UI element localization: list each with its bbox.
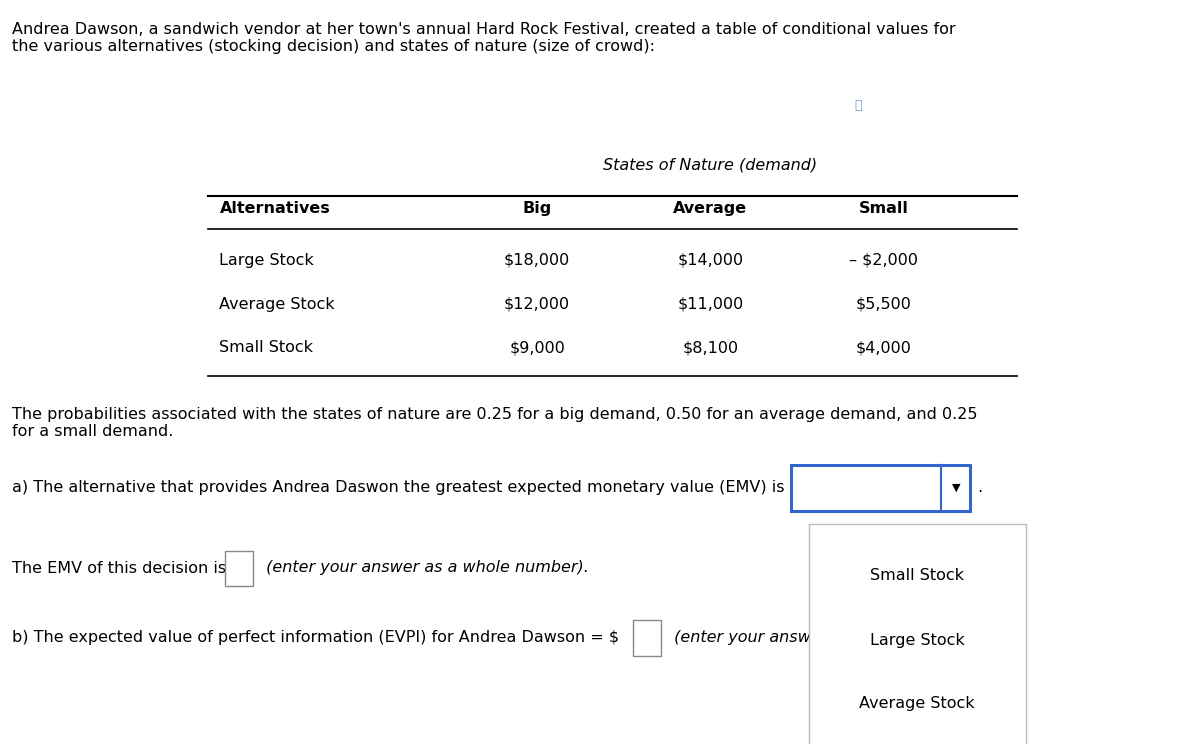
Text: $8,100: $8,100: [683, 341, 738, 356]
Text: Big: Big: [522, 202, 552, 217]
Text: Andrea Dawson, a sandwich vendor at her town's annual Hard Rock Festival, create: Andrea Dawson, a sandwich vendor at her …: [12, 22, 955, 54]
Text: Average Stock: Average Stock: [220, 297, 335, 312]
FancyBboxPatch shape: [634, 620, 661, 655]
Text: States of Nature (demand): States of Nature (demand): [604, 157, 817, 172]
Text: $9,000: $9,000: [509, 341, 565, 356]
Text: .: .: [977, 480, 983, 495]
Text: The EMV of this decision is $: The EMV of this decision is $: [12, 560, 241, 575]
Text: – $2,000: – $2,000: [850, 252, 918, 268]
Text: Average Stock: Average Stock: [859, 696, 976, 711]
FancyBboxPatch shape: [809, 524, 1026, 744]
Text: Small Stock: Small Stock: [220, 341, 313, 356]
Text: $11,000: $11,000: [677, 297, 744, 312]
FancyBboxPatch shape: [226, 551, 253, 586]
Text: Small Stock: Small Stock: [870, 568, 965, 583]
Text: $12,000: $12,000: [504, 297, 570, 312]
Text: Alternatives: Alternatives: [220, 202, 330, 217]
Text: Average: Average: [673, 202, 748, 217]
Text: a) The alternative that provides Andrea Daswon the greatest expected monetary va: a) The alternative that provides Andrea …: [12, 480, 784, 495]
Text: ⎕: ⎕: [854, 99, 863, 112]
Text: (enter your answ: (enter your answ: [668, 630, 811, 645]
Text: $18,000: $18,000: [504, 252, 570, 268]
Text: $4,000: $4,000: [856, 341, 912, 356]
Text: ▼: ▼: [953, 482, 961, 492]
FancyBboxPatch shape: [791, 465, 971, 510]
Text: Small: Small: [859, 202, 908, 217]
Text: Large Stock: Large Stock: [870, 633, 965, 649]
Text: $14,000: $14,000: [677, 252, 744, 268]
Text: $5,500: $5,500: [856, 297, 912, 312]
Text: b) The expected value of perfect information (EVPI) for Andrea Dawson = $: b) The expected value of perfect informa…: [12, 630, 619, 645]
Text: Large Stock: Large Stock: [220, 252, 314, 268]
Text: The probabilities associated with the states of nature are 0.25 for a big demand: The probabilities associated with the st…: [12, 406, 977, 439]
Text: (enter your answer as a whole number).: (enter your answer as a whole number).: [262, 560, 589, 575]
